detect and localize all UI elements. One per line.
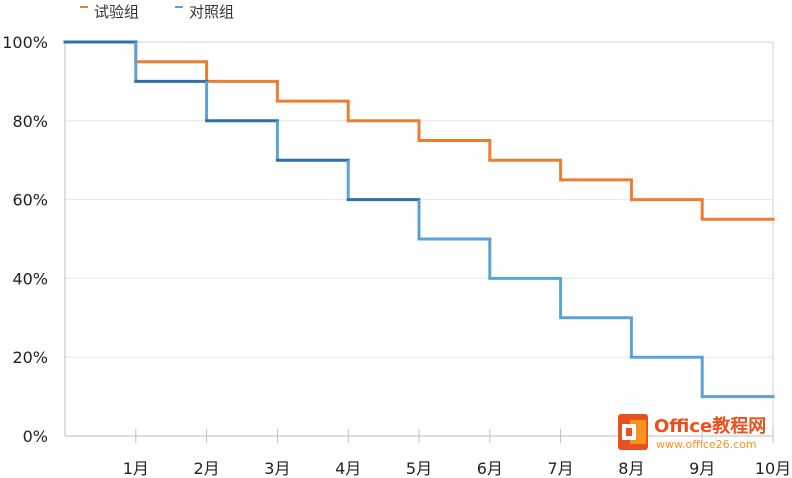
x-tick-label: 5月	[406, 459, 432, 478]
x-tick-label: 7月	[548, 459, 574, 478]
watermark-url: www.office26.com	[656, 438, 757, 451]
x-tick-label: 6月	[477, 459, 503, 478]
watermark-brand: Office教程网	[654, 415, 766, 437]
chart-legend: 试验组 对照组	[80, 0, 234, 22]
axes	[64, 41, 774, 443]
legend-swatch-control	[175, 6, 184, 8]
x-tick-label: 10月	[755, 459, 791, 478]
x-tick-label: 2月	[194, 459, 220, 478]
y-tick-label: 40%	[12, 269, 48, 288]
x-tick-label: 3月	[264, 459, 290, 478]
y-tick-label: 20%	[12, 348, 48, 367]
x-tick-label: 4月	[335, 459, 361, 478]
legend-item-trial: 试验组	[80, 1, 139, 22]
office-logo-icon	[618, 414, 648, 450]
y-tick-label: 100%	[2, 33, 48, 52]
series-lines	[63, 40, 775, 399]
x-tick-label: 9月	[689, 459, 715, 478]
x-tick-label: 1月	[123, 459, 149, 478]
legend-label-trial: 试验组	[94, 2, 140, 21]
legend-label-control: 对照组	[189, 2, 235, 21]
y-tick-label: 0%	[23, 427, 48, 446]
legend-swatch-trial	[80, 6, 88, 8]
tick-labels: 0% 20% 40% 60% 80% 100% 1月 2月 3月 4月 5月 6月 7月 8月 9月 10月	[2, 33, 791, 478]
legend-item-control: 对照组	[175, 1, 234, 22]
watermark: Office教程网 www.office26.com	[618, 414, 766, 451]
y-tick-label: 60%	[12, 191, 48, 210]
x-tick-label: 8月	[618, 459, 644, 478]
y-tick-label: 80%	[12, 112, 48, 131]
